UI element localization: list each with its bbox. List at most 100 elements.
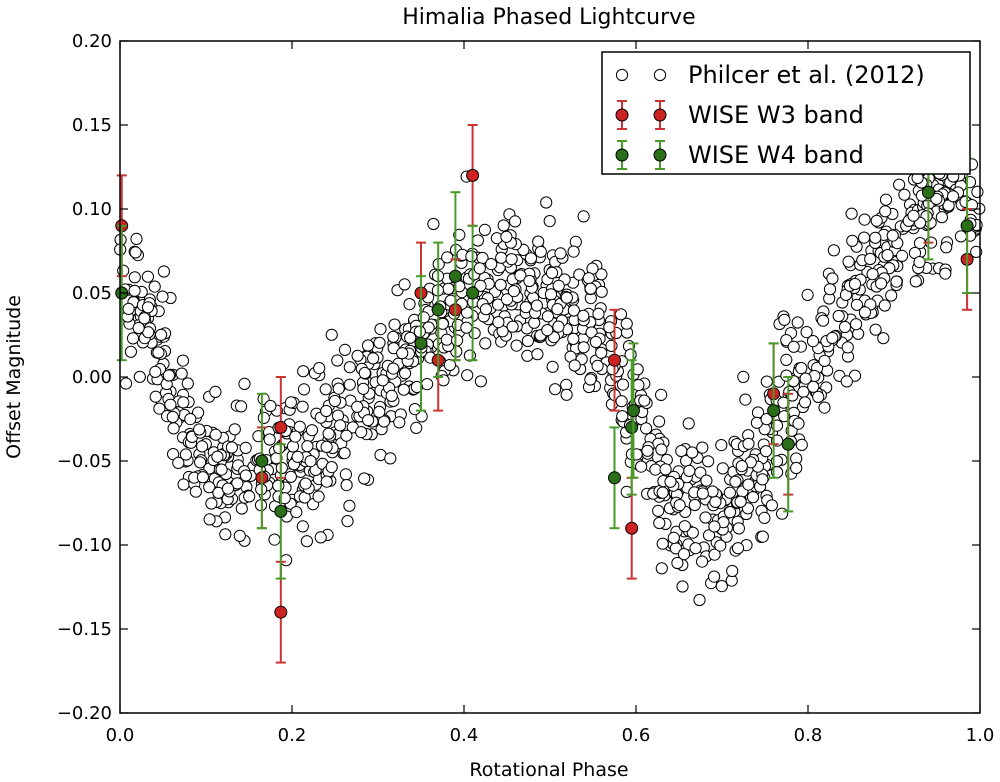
philcer-point	[384, 452, 397, 465]
philcer-point	[442, 282, 455, 295]
philcer-point	[492, 316, 505, 329]
philcer-point	[534, 245, 547, 258]
philcer-point	[832, 309, 845, 323]
philcer-point	[268, 533, 281, 546]
philcer-point	[257, 411, 270, 424]
philcer-point	[560, 291, 573, 304]
philcer-point	[152, 346, 165, 359]
philcer-point	[355, 426, 368, 439]
philcer-point	[787, 340, 800, 353]
w3-point	[625, 521, 639, 535]
x-tick-label: 0.2	[278, 725, 307, 746]
philcer-point	[313, 362, 326, 375]
philcer-point	[141, 270, 154, 283]
philcer-point	[702, 529, 716, 542]
philcer-point	[361, 339, 375, 352]
philcer-point	[396, 347, 409, 360]
w4-point	[960, 219, 974, 233]
philcer-point	[671, 556, 684, 570]
chart-title: Himalia Phased Lightcurve	[402, 5, 695, 30]
philcer-point	[413, 325, 426, 338]
philcer-point	[495, 251, 508, 264]
w4-point	[255, 454, 269, 468]
philcer-point	[947, 190, 960, 203]
philcer-point	[756, 530, 769, 543]
philcer-point	[886, 229, 899, 242]
philcer-point	[167, 422, 180, 435]
philcer-point	[272, 479, 285, 492]
philcer-point	[807, 380, 820, 393]
philcer-point	[228, 423, 241, 436]
philcer-point	[913, 256, 926, 269]
philcer-point	[544, 288, 558, 301]
philcer-point	[795, 438, 808, 451]
philcer-point	[652, 504, 665, 517]
philcer-point	[157, 265, 170, 278]
philcer-point	[162, 369, 175, 382]
philcer-point	[314, 531, 327, 544]
philcer-point	[656, 486, 669, 499]
philcer-point	[505, 253, 518, 266]
philcer-point	[334, 419, 347, 432]
philcer-point	[702, 455, 715, 468]
philcer-point	[331, 409, 345, 422]
w3-point	[274, 605, 288, 619]
y-tick-label: 0.05	[72, 283, 112, 304]
philcer-point	[540, 196, 553, 209]
legend-label: Philcer et al. (2012)	[688, 61, 925, 89]
philcer-point	[479, 337, 492, 350]
philcer-point	[399, 367, 412, 380]
philcer-point	[971, 185, 984, 198]
philcer-point	[552, 320, 565, 333]
y-tick-label: 0.20	[72, 31, 112, 52]
y-tick-label: −0.05	[57, 451, 112, 472]
w4-point	[921, 185, 935, 199]
philcer-point	[215, 463, 228, 476]
philcer-point	[885, 289, 898, 302]
philcer-point	[332, 382, 345, 395]
wise-w4-series	[115, 124, 974, 580]
philcer-point	[284, 396, 297, 409]
philcer-point	[879, 193, 893, 206]
philcer-point	[620, 485, 633, 498]
philcer-point	[296, 400, 309, 413]
philcer-point	[500, 293, 514, 306]
philcer-point	[708, 570, 721, 583]
w4-point	[781, 437, 795, 451]
legend-label: WISE W3 band	[688, 101, 864, 129]
philcer-point	[235, 400, 248, 413]
philcer-point	[696, 441, 709, 454]
philcer-point	[543, 215, 556, 228]
philcer-point	[129, 246, 142, 259]
y-tick-label: 0.00	[72, 367, 112, 388]
philcer-point	[603, 321, 616, 334]
philcer-point	[203, 513, 216, 526]
philcer-point	[795, 362, 808, 375]
philcer-point	[841, 341, 854, 354]
philcer-point	[616, 410, 629, 423]
philcer-point	[551, 303, 564, 316]
philcer-point	[786, 389, 799, 402]
philcer-point	[331, 354, 344, 367]
philcer-point	[620, 317, 633, 330]
philcer-point	[301, 440, 314, 453]
philcer-point	[683, 464, 696, 477]
philcer-point	[320, 475, 333, 488]
philcer-point	[689, 542, 702, 555]
philcer-point	[410, 421, 423, 434]
philcer-point	[280, 554, 293, 567]
philcer-point	[940, 241, 953, 254]
philcer-point	[297, 383, 311, 396]
philcer-point	[678, 520, 691, 533]
philcer-point	[778, 313, 791, 326]
philcer-point	[723, 486, 737, 499]
philcer-point	[696, 487, 709, 500]
philcer-point	[155, 328, 168, 341]
philcer-point	[531, 348, 544, 361]
philcer-point	[567, 304, 581, 317]
philcer-point	[203, 481, 216, 494]
philcer-point	[656, 537, 669, 550]
legend-marker-w3	[615, 108, 629, 122]
philcer-point	[239, 469, 252, 482]
philcer-point	[640, 422, 653, 435]
